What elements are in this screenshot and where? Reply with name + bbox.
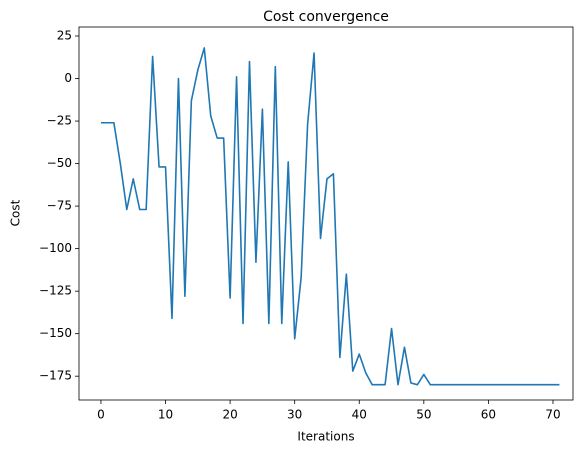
y-tick-label: −150 <box>39 326 72 340</box>
series-line <box>100 47 560 386</box>
y-tick-label: −100 <box>39 241 72 255</box>
y-tick-label: −25 <box>47 114 72 128</box>
x-tick-label: 20 <box>222 408 237 422</box>
y-tick-label: −125 <box>39 284 72 298</box>
x-tick-label: 40 <box>352 408 367 422</box>
y-tick-label: −75 <box>47 199 72 213</box>
x-axis-label: Iterations <box>297 430 354 444</box>
x-tick-label: 60 <box>481 408 496 422</box>
chart-title: Cost convergence <box>263 9 389 25</box>
plot-frame <box>78 26 574 401</box>
y-tick-label: 25 <box>57 29 72 43</box>
y-tick-label: 0 <box>64 71 72 85</box>
x-tick-label: 50 <box>416 408 431 422</box>
y-tick-label: −175 <box>39 369 72 383</box>
y-tick-label: −50 <box>47 156 72 170</box>
x-tick-label: 0 <box>97 408 105 422</box>
x-tick-label: 10 <box>158 408 173 422</box>
x-tick-label: 30 <box>287 408 302 422</box>
x-tick-label: 70 <box>545 408 560 422</box>
y-axis-label: Cost <box>9 199 23 226</box>
